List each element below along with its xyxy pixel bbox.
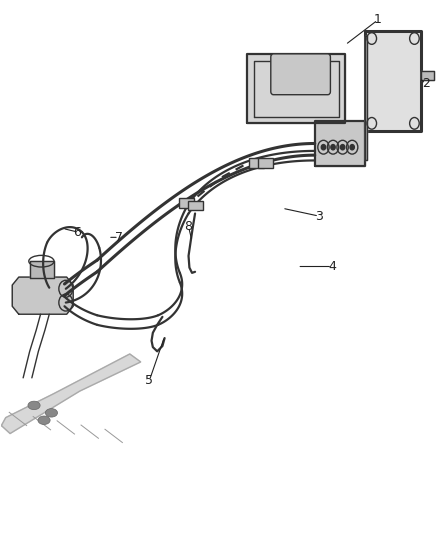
Circle shape	[350, 144, 354, 150]
Bar	[188, 201, 203, 211]
FancyBboxPatch shape	[271, 54, 330, 95]
Text: 5: 5	[145, 374, 153, 387]
Text: 4: 4	[328, 260, 336, 273]
Polygon shape	[315, 120, 365, 166]
Polygon shape	[1, 354, 141, 433]
Bar	[258, 158, 273, 168]
Ellipse shape	[46, 409, 57, 417]
Bar	[249, 158, 264, 168]
Text: 8: 8	[184, 220, 193, 233]
Polygon shape	[365, 36, 367, 160]
Polygon shape	[421, 71, 434, 80]
Text: 2: 2	[422, 77, 430, 90]
Polygon shape	[365, 30, 421, 131]
Polygon shape	[247, 54, 345, 123]
Polygon shape	[30, 261, 53, 278]
Text: 7: 7	[115, 231, 123, 244]
Circle shape	[340, 144, 345, 150]
Circle shape	[331, 144, 335, 150]
Circle shape	[321, 144, 325, 150]
Bar	[179, 198, 194, 208]
Ellipse shape	[28, 401, 40, 410]
Polygon shape	[12, 277, 73, 314]
Text: 1: 1	[374, 13, 382, 27]
Text: 3: 3	[315, 209, 323, 223]
Ellipse shape	[38, 416, 50, 424]
Text: 6: 6	[74, 225, 81, 239]
